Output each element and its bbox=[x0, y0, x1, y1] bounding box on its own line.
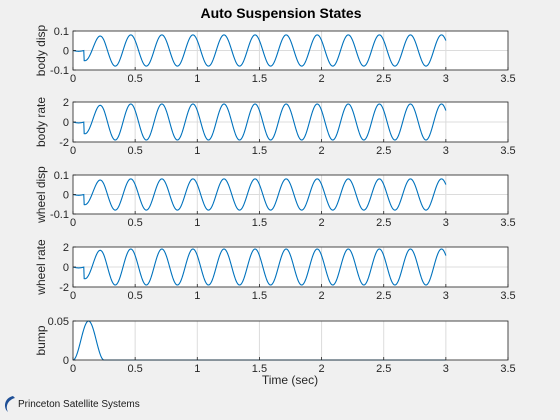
x-tick-label: 3.5 bbox=[500, 217, 515, 229]
x-tick-label: 2.5 bbox=[376, 145, 391, 157]
company-logo: Princeton Satellite Systems bbox=[2, 392, 140, 416]
x-tick-label: 0.5 bbox=[127, 73, 142, 85]
y-axis-label: body disp bbox=[34, 24, 48, 76]
x-tick-label: 0 bbox=[70, 73, 76, 85]
y-tick-label: -2 bbox=[59, 137, 69, 149]
y-tick-label: 0.1 bbox=[54, 170, 69, 182]
y-tick-label: -2 bbox=[59, 282, 69, 294]
series-line bbox=[72, 103, 447, 141]
y-axis-label: wheel disp bbox=[34, 166, 48, 224]
y-tick-label: -0.1 bbox=[50, 209, 69, 221]
y-tick-label: 0.1 bbox=[54, 26, 69, 38]
x-tick-label: 3.5 bbox=[500, 73, 515, 85]
logo-swoosh-icon bbox=[5, 396, 15, 412]
x-tick-label: 2 bbox=[319, 73, 325, 85]
y-axis-label: bump bbox=[34, 325, 48, 355]
x-tick-label: 1 bbox=[194, 217, 200, 229]
x-axis-label: Time (sec) bbox=[262, 373, 318, 387]
y-tick-label: 0 bbox=[63, 262, 69, 274]
plot-area bbox=[73, 321, 508, 360]
y-tick-label: 0 bbox=[63, 190, 69, 202]
x-tick-label: 1.5 bbox=[252, 145, 267, 157]
x-tick-label: 0 bbox=[70, 290, 76, 302]
x-tick-label: 0 bbox=[70, 363, 76, 375]
y-tick-label: 0 bbox=[63, 355, 69, 367]
x-tick-label: 0 bbox=[70, 217, 76, 229]
series-line bbox=[72, 248, 447, 286]
subplot-5: 0 0.5 1 1.5 2 2.5 3 3.5 0.05 0 bump bbox=[34, 316, 516, 375]
y-tick-label: 0 bbox=[63, 46, 69, 58]
x-tick-label: 3.5 bbox=[500, 290, 515, 302]
x-tick-label: 1 bbox=[194, 363, 200, 375]
y-tick-label: 2 bbox=[63, 242, 69, 254]
x-tick-label: 0 bbox=[70, 145, 76, 157]
x-tick-label: 3.5 bbox=[500, 363, 515, 375]
x-tick-label: 2.5 bbox=[376, 363, 391, 375]
y-axis-label: body rate bbox=[34, 97, 48, 147]
x-tick-label: 0.5 bbox=[127, 363, 142, 375]
logo-text: Princeton Satellite Systems bbox=[18, 398, 140, 410]
y-axis-label: wheel rate bbox=[34, 239, 48, 296]
y-tick-label: 0 bbox=[63, 117, 69, 129]
x-tick-label: 2.5 bbox=[376, 73, 391, 85]
x-tick-label: 3 bbox=[443, 290, 449, 302]
x-tick-label: 0.5 bbox=[127, 217, 142, 229]
x-tick-label: 1 bbox=[194, 290, 200, 302]
x-tick-label: 3 bbox=[443, 145, 449, 157]
x-tick-label: 2 bbox=[319, 217, 325, 229]
x-tick-label: 3 bbox=[443, 363, 449, 375]
x-tick-label: 2.5 bbox=[376, 217, 391, 229]
series-line bbox=[72, 34, 447, 67]
x-tick-label: 0.5 bbox=[127, 290, 142, 302]
y-tick-label: 0.05 bbox=[48, 316, 69, 328]
axes-box bbox=[72, 320, 509, 361]
x-tick-label: 0.5 bbox=[127, 145, 142, 157]
x-tick-label: 1.5 bbox=[252, 73, 267, 85]
y-tick-label: -0.1 bbox=[50, 65, 69, 77]
x-tick-label: 1.5 bbox=[252, 290, 267, 302]
chart-title: Auto Suspension States bbox=[200, 5, 361, 21]
x-tick-label: 1.5 bbox=[252, 217, 267, 229]
y-tick-label: 2 bbox=[63, 97, 69, 109]
x-tick-label: 3 bbox=[443, 217, 449, 229]
x-tick-label: 1 bbox=[194, 73, 200, 85]
series-line bbox=[72, 178, 447, 211]
x-tick-label: 3.5 bbox=[500, 145, 515, 157]
x-tick-label: 2 bbox=[319, 145, 325, 157]
x-tick-label: 3 bbox=[443, 73, 449, 85]
x-tick-label: 2.5 bbox=[376, 290, 391, 302]
x-tick-label: 1.5 bbox=[252, 363, 267, 375]
x-tick-label: 2 bbox=[319, 290, 325, 302]
x-tick-label: 2 bbox=[319, 363, 325, 375]
x-tick-label: 1 bbox=[194, 145, 200, 157]
